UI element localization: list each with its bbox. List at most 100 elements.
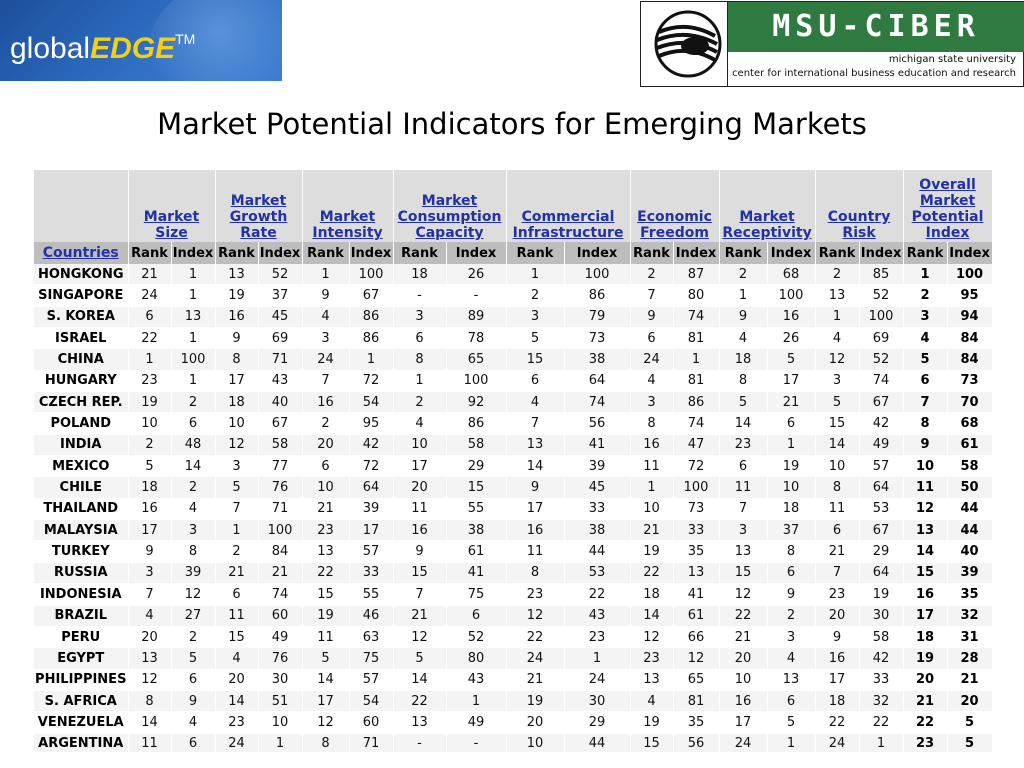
index-cell: 15 — [446, 476, 507, 499]
rank-cell: 9 — [903, 434, 948, 457]
index-cell: 41 — [446, 562, 507, 585]
rank-cell: 2 — [506, 284, 565, 307]
index-cell: 13 — [767, 669, 816, 691]
index-cell: 56 — [673, 733, 720, 752]
index-cell: 46 — [349, 605, 394, 627]
index-cell: 61 — [947, 434, 992, 457]
rank-cell: 16 — [128, 498, 172, 521]
index-cell: 64 — [859, 562, 904, 585]
index-cell: 29 — [446, 455, 507, 478]
table-row: PERU 20 2 15 49 11 63 12 52 22 23 12 66 21 3 9 58 18 31 — [34, 626, 992, 649]
index-cell: 16 — [767, 306, 816, 329]
rank-header: Rank — [128, 242, 172, 264]
index-cell: 1 — [673, 348, 720, 371]
index-cell: 43 — [446, 669, 507, 691]
group-country-risk[interactable]: Country Risk — [815, 170, 904, 242]
index-cell: 84 — [258, 540, 303, 563]
index-cell: 20 — [947, 690, 992, 713]
group-market-intensity[interactable]: Market Intensity — [302, 170, 394, 242]
index-cell: 6 — [171, 669, 216, 691]
group-label[interactable]: Overall Market Potential Index — [911, 177, 984, 241]
rank-cell: 6 — [215, 583, 259, 606]
rank-cell: 4 — [630, 690, 674, 713]
indicator-table-container: Market Size Market Growth Rate Market In… — [34, 170, 992, 752]
group-label[interactable]: Country Risk — [827, 209, 891, 241]
rank-cell: 20 — [302, 434, 350, 457]
group-overall-market-potential-index[interactable]: Overall Market Potential Index — [903, 170, 992, 242]
group-market-receptivity[interactable]: Market Receptivity — [719, 170, 816, 242]
group-market-consumption-capacity[interactable]: Market Consumption Capacity — [393, 170, 507, 242]
rank-cell: 24 — [128, 284, 172, 307]
rank-cell: 10 — [630, 498, 674, 521]
rank-cell: 18 — [393, 264, 447, 286]
rank-cell: 13 — [815, 284, 860, 307]
rank-cell: 16 — [215, 306, 259, 329]
rank-cell: 11 — [815, 498, 860, 521]
index-cell: 54 — [349, 391, 394, 414]
index-cell: 74 — [859, 370, 904, 393]
rank-cell: 6 — [393, 327, 447, 350]
index-cell: 64 — [859, 476, 904, 499]
rank-cell: 15 — [630, 733, 674, 752]
table-row: SINGAPORE 24 1 19 37 9 67- -2 86 7 80 1 100 13 52 2 95 — [34, 284, 992, 307]
country-cell: S. AFRICA — [34, 690, 129, 713]
group-label[interactable]: Economic Freedom — [637, 209, 712, 241]
group-market-growth-rate[interactable]: Market Growth Rate — [215, 170, 303, 242]
index-cell: 50 — [947, 476, 992, 499]
index-cell: 1 — [258, 733, 303, 752]
group-market-size[interactable]: Market Size — [128, 170, 216, 242]
table-row: THAILAND 16 4 7 71 21 39 11 55 17 33 10 73 7 18 11 53 12 4… — [34, 498, 992, 521]
index-cell: 76 — [258, 476, 303, 499]
rank-cell: 23 — [815, 583, 860, 606]
rank-cell: 9 — [128, 540, 172, 563]
rank-cell: 17 — [506, 498, 565, 521]
rank-cell: 11 — [630, 455, 674, 478]
group-label[interactable]: Market Size — [143, 209, 200, 241]
group-economic-freedom[interactable]: Economic Freedom — [630, 170, 720, 242]
globaledge-suffix: EDGE — [90, 32, 176, 65]
index-cell: 42 — [859, 412, 904, 435]
rank-cell: 1 — [215, 519, 259, 542]
group-commercial-infrastructure[interactable]: Commercial Infrastructure — [506, 170, 631, 242]
index-cell: 26 — [446, 264, 507, 286]
rank-cell: 23 — [302, 519, 350, 542]
rank-cell: 9 — [815, 626, 860, 649]
index-cell: - — [446, 284, 507, 307]
countries-header[interactable]: Countries — [34, 242, 129, 264]
rank-cell: 1 — [630, 476, 674, 499]
index-cell: 12 — [673, 647, 720, 670]
index-cell: 5 — [767, 348, 816, 371]
group-label[interactable]: Market Intensity — [312, 209, 383, 241]
rank-cell: 2 — [215, 540, 259, 563]
index-cell: 53 — [564, 562, 631, 585]
rank-cell: 16 — [719, 690, 768, 713]
index-cell: 58 — [859, 626, 904, 649]
country-cell: HUNGARY — [34, 370, 129, 393]
index-cell: 6 — [446, 605, 507, 627]
index-cell: 35 — [673, 540, 720, 563]
rank-cell: 20 — [128, 626, 172, 649]
rank-header: Rank — [719, 242, 768, 264]
index-cell: 64 — [564, 370, 631, 393]
rank-cell: 10 — [128, 412, 172, 435]
rank-cell: 14 — [128, 711, 172, 734]
index-cell: 17 — [349, 519, 394, 542]
rank-cell: - — [393, 733, 447, 752]
index-cell: 27 — [171, 605, 216, 627]
group-label[interactable]: Market Consumption Capacity — [397, 193, 502, 241]
rank-cell: 24 — [815, 733, 860, 752]
index-cell: 6 — [767, 562, 816, 585]
rank-cell: 5 — [719, 391, 768, 414]
index-cell: 94 — [947, 306, 992, 329]
rank-cell: 20 — [903, 669, 948, 691]
table-row: POLAND 10 6 10 67 2 95 4 86 7 56 8 74 14 6 15 42 8 68 — [34, 412, 992, 435]
rank-cell: 4 — [215, 647, 259, 670]
index-cell: 74 — [258, 583, 303, 606]
rank-cell: 11 — [215, 605, 259, 627]
group-label[interactable]: Market Growth Rate — [229, 193, 288, 241]
group-label[interactable]: Market Receptivity — [722, 209, 812, 241]
rank-cell: 12 — [815, 348, 860, 371]
group-label[interactable]: Commercial Infrastructure — [512, 209, 624, 241]
index-cell: 2 — [171, 391, 216, 414]
index-cell: 56 — [564, 412, 631, 435]
